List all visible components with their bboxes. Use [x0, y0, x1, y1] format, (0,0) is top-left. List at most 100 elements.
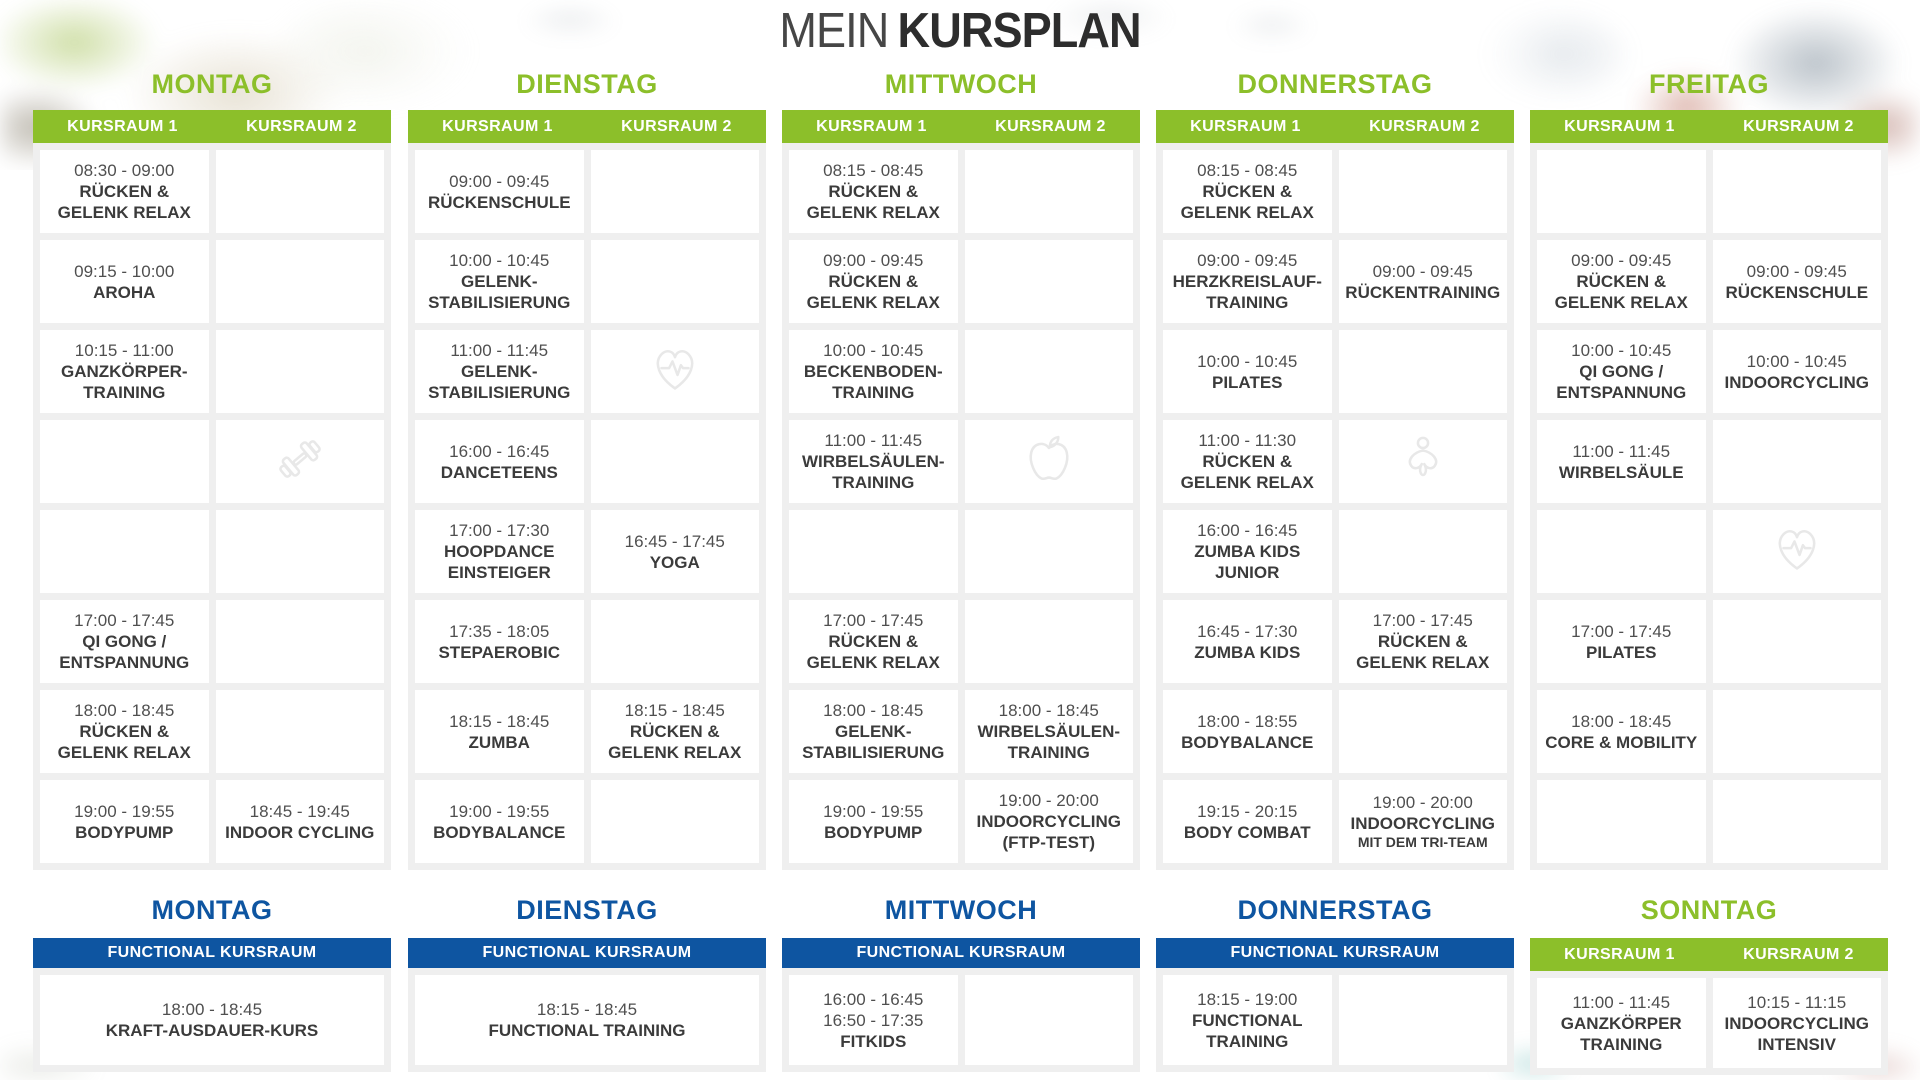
course-time: 09:15 - 10:00 — [74, 261, 174, 282]
course-time: 16:45 - 17:30 — [1197, 621, 1297, 642]
course-time: 16:00 - 16:45 — [1197, 520, 1297, 541]
course-name: RÜCKEN & GELENK RELAX — [1168, 451, 1327, 493]
room-header-bar: KURSRAUM 1KURSRAUM 2 — [1156, 110, 1514, 143]
course-time: 17:00 - 17:45 — [1571, 621, 1671, 642]
course-name: CORE & MOBILITY — [1545, 732, 1697, 753]
empty-cell — [591, 240, 760, 323]
empty-cell — [216, 690, 385, 773]
course-name: GELENK-STABILISIERUNG — [794, 721, 953, 763]
course-name: PILATES — [1586, 642, 1657, 663]
empty-cell — [965, 975, 1134, 1065]
course-name: PILATES — [1212, 372, 1283, 393]
course-cell: 11:00 - 11:45GANZKÖRPER TRAINING — [1537, 978, 1706, 1068]
page-title: MEINKURSPLAN — [77, 2, 1843, 60]
course-name: BODYPUMP — [824, 822, 922, 843]
course-cell: 09:00 - 09:45RÜCKENSCHULE — [1713, 240, 1882, 323]
day-title: MITTWOCH — [782, 890, 1140, 930]
heart-pulse-icon — [648, 342, 702, 401]
course-name: ZUMBA KIDS JUNIOR — [1168, 541, 1327, 583]
course-grid: 18:15 - 18:45FUNCTIONAL TRAINING — [408, 968, 766, 1072]
room-label-2: KURSRAUM 2 — [1335, 110, 1514, 143]
course-name: RÜCKEN & GELENK RELAX — [1542, 271, 1701, 313]
day-block-mittwoch: MITTWOCHKURSRAUM 1KURSRAUM 208:15 - 08:4… — [782, 64, 1140, 870]
course-time: 09:00 - 09:45 — [1197, 250, 1297, 271]
course-time: 08:15 - 08:45 — [1197, 160, 1297, 181]
course-time: 09:00 - 09:45 — [823, 250, 923, 271]
course-subtitle: MIT DEM TRI-TEAM — [1358, 834, 1488, 851]
empty-cell — [965, 600, 1134, 683]
course-cell: 17:35 - 18:05STEPAEROBIC — [415, 600, 584, 683]
course-name: ZUMBA KIDS — [1194, 642, 1300, 663]
course-time: 18:00 - 18:45 — [823, 700, 923, 721]
empty-cell — [1713, 780, 1882, 863]
course-name: INDOORCYCLING — [1351, 813, 1496, 834]
empty-cell — [1537, 150, 1706, 233]
room-header-bar: KURSRAUM 1KURSRAUM 2 — [782, 110, 1140, 143]
day-title: DIENSTAG — [408, 890, 766, 930]
course-cell: 18:15 - 19:00FUNCTIONAL TRAINING — [1163, 975, 1332, 1065]
course-name: INDOORCYCLING — [1725, 372, 1870, 393]
course-name: BECKENBODEN-TRAINING — [794, 361, 953, 403]
icon-cell — [965, 420, 1134, 503]
empty-cell — [1713, 150, 1882, 233]
course-time: 16:00 - 16:45 — [449, 441, 549, 462]
day-title: MONTAG — [33, 890, 391, 930]
course-cell: 09:00 - 09:45RÜCKENSCHULE — [415, 150, 584, 233]
day-title: DONNERSTAG — [1156, 890, 1514, 930]
course-cell: 17:00 - 17:45QI GONG / ENTSPANNUNG — [40, 600, 209, 683]
course-time: 18:15 - 19:00 — [1197, 989, 1297, 1010]
course-name: RÜCKEN & GELENK RELAX — [794, 181, 953, 223]
course-time: 17:00 - 17:45 — [823, 610, 923, 631]
empty-cell — [216, 150, 385, 233]
dumbbell-icon — [273, 432, 327, 491]
room-label-1: FUNCTIONAL KURSRAUM — [33, 938, 391, 968]
room-header-bar: KURSRAUM 1KURSRAUM 2 — [408, 110, 766, 143]
course-time: 18:00 - 18:45 — [162, 999, 262, 1020]
course-time: 08:30 - 09:00 — [74, 160, 174, 181]
course-name: RÜCKENTRAINING — [1345, 282, 1500, 303]
room-header-bar: FUNCTIONAL KURSRAUM — [408, 938, 766, 968]
course-time: 17:35 - 18:05 — [449, 621, 549, 642]
course-name: YOGA — [650, 552, 700, 573]
course-time: 17:00 - 17:30 — [449, 520, 549, 541]
apple-icon — [1022, 432, 1076, 491]
empty-cell — [1339, 150, 1508, 233]
course-time: 19:00 - 19:55 — [449, 801, 549, 822]
empty-cell — [965, 510, 1134, 593]
room-header-bar: FUNCTIONAL KURSRAUM — [782, 938, 1140, 968]
empty-cell — [1339, 330, 1508, 413]
bottom-block-montag: MONTAG FUNCTIONAL KURSRAUM 18:00 - 18:45KR… — [33, 890, 391, 1072]
empty-cell — [965, 330, 1134, 413]
course-cell: 10:00 - 10:45QI GONG / ENTSPANNUNG — [1537, 330, 1706, 413]
course-name: RÜCKEN & GELENK RELAX — [794, 631, 953, 673]
empty-cell — [40, 420, 209, 503]
course-time-2: 16:50 - 17:35 — [823, 1010, 923, 1031]
empty-cell — [591, 600, 760, 683]
day-title: SONNTAG — [1530, 890, 1888, 930]
course-time: 18:45 - 19:45 — [250, 801, 350, 822]
room-label-1: FUNCTIONAL KURSRAUM — [1156, 938, 1514, 968]
course-name: KRAFT-AUSDAUER-KURS — [106, 1020, 319, 1041]
course-cell: 19:00 - 20:00INDOORCYCLINGMIT DEM TRI-TE… — [1339, 780, 1508, 863]
course-time: 19:00 - 20:00 — [1373, 792, 1473, 813]
course-time: 17:00 - 17:45 — [74, 610, 174, 631]
course-name: RÜCKEN & GELENK RELAX — [45, 721, 204, 763]
room-header-bar: KURSRAUM 1KURSRAUM 2 — [1530, 938, 1888, 971]
room-header-bar: KURSRAUM 1KURSRAUM 2 — [33, 110, 391, 143]
room-label-1: KURSRAUM 1 — [33, 110, 212, 143]
course-time: 19:15 - 20:15 — [1197, 801, 1297, 822]
course-cell: 17:00 - 17:45RÜCKEN & GELENK RELAX — [789, 600, 958, 683]
course-time: 10:00 - 10:45 — [449, 250, 549, 271]
course-time: 18:00 - 18:45 — [74, 700, 174, 721]
room-label-2: KURSRAUM 2 — [212, 110, 391, 143]
course-cell: 08:30 - 09:00RÜCKEN & GELENK RELAX — [40, 150, 209, 233]
room-label-1: KURSRAUM 1 — [408, 110, 587, 143]
course-time: 18:15 - 18:45 — [449, 711, 549, 732]
day-title: FREITAG — [1530, 64, 1888, 104]
course-time: 18:15 - 18:45 — [625, 700, 725, 721]
course-name: STEPAEROBIC — [438, 642, 560, 663]
course-cell: 18:15 - 18:45ZUMBA — [415, 690, 584, 773]
course-grid: 18:15 - 19:00FUNCTIONAL TRAINING — [1156, 968, 1514, 1072]
room-label-1: KURSRAUM 1 — [782, 110, 961, 143]
course-cell: 10:00 - 10:45GELENK-STABILISIERUNG — [415, 240, 584, 323]
